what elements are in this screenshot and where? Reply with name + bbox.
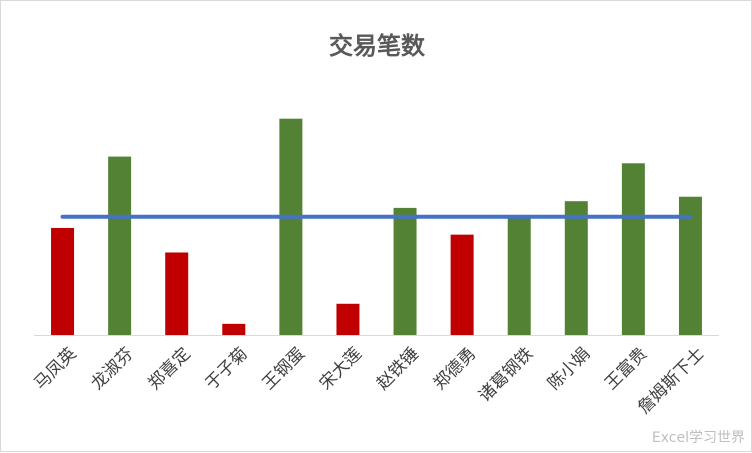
bar-8 bbox=[507, 216, 531, 335]
bar-9 bbox=[564, 201, 588, 335]
bar-1 bbox=[108, 156, 132, 335]
category-label-3: 于子菊 bbox=[202, 344, 252, 394]
category-label-9: 陈小娟 bbox=[544, 344, 594, 394]
category-label-8: 诸葛钢铁 bbox=[475, 344, 537, 406]
category-label-0: 马凤英 bbox=[30, 344, 80, 394]
chart-title: 交易笔数 bbox=[329, 32, 426, 60]
bars-group bbox=[51, 118, 702, 335]
category-label-6: 赵铁锤 bbox=[373, 344, 423, 394]
watermark: Excel学习世界 bbox=[652, 430, 745, 446]
bar-2 bbox=[165, 252, 189, 335]
category-label-10: 王富贵 bbox=[601, 344, 651, 394]
category-label-1: 龙淑芬 bbox=[87, 344, 137, 394]
bar-11 bbox=[678, 196, 702, 335]
bar-5 bbox=[336, 303, 360, 335]
bar-10 bbox=[621, 163, 645, 335]
category-label-2: 郑喜定 bbox=[145, 344, 195, 394]
bar-0 bbox=[51, 227, 75, 335]
category-label-7: 郑德勇 bbox=[430, 344, 480, 394]
category-label-5: 宋大莲 bbox=[316, 344, 366, 394]
bar-6 bbox=[393, 207, 417, 335]
category-label-4: 王钢蛋 bbox=[259, 344, 309, 394]
bar-7 bbox=[450, 234, 474, 335]
bar-4 bbox=[279, 118, 303, 335]
bar-3 bbox=[222, 323, 246, 335]
